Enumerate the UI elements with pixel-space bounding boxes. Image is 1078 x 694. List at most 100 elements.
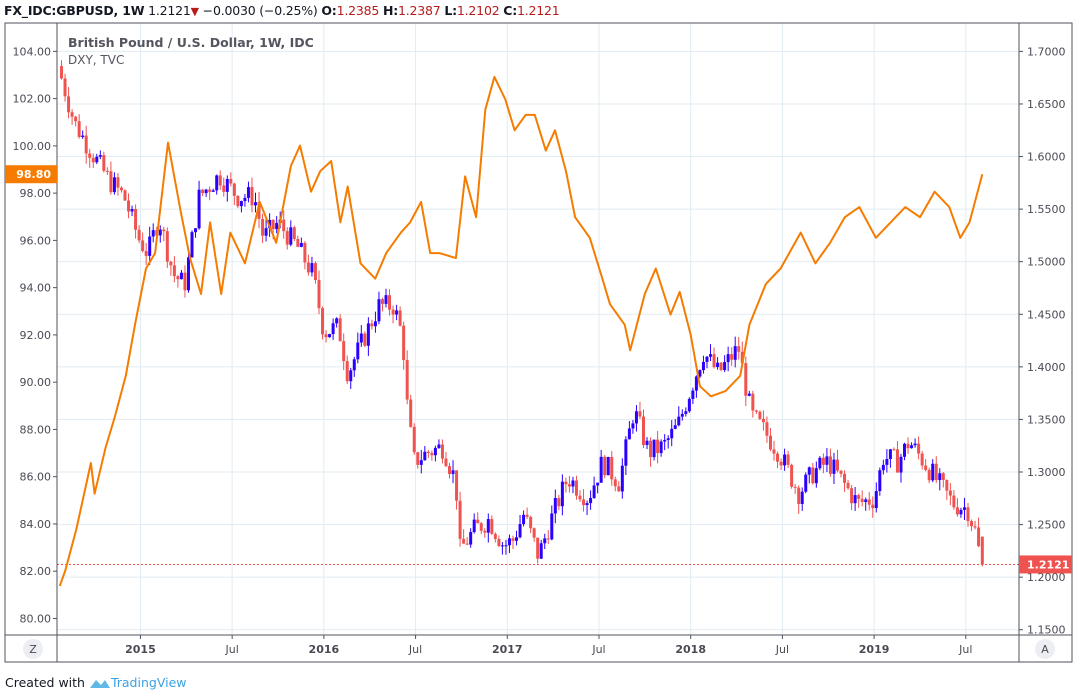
symbol-header: FX_IDC:GBPUSD, 1W 1.2121▼ −0.0030 (−0.25… [4,3,560,18]
candle-up [663,440,667,442]
left-tick-label: 92.00 [20,329,52,342]
candle-up [553,497,557,514]
auto-scale-button-label[interactable]: A [1041,643,1049,656]
candle-down [574,480,578,496]
candle-down [440,444,444,459]
candle-down [790,464,794,487]
candle-down [525,514,529,517]
candle-up [624,439,628,466]
tradingview-link[interactable]: TradingView [110,675,187,690]
candle-up [723,362,727,371]
left-scale-button[interactable] [23,639,43,659]
candle-up [627,428,631,440]
candle-down [483,530,487,533]
candle-up [215,175,219,191]
candle-down [105,170,109,172]
tradingview-logo-icon [89,680,110,688]
dxy-last-badge [5,165,57,184]
left-tick-label: 104.00 [13,45,52,58]
candle-up [356,342,360,360]
candle-down [980,536,984,565]
candle-down [296,238,300,247]
candle-down [835,459,839,471]
candle-down [529,516,533,529]
candle-down [261,218,265,236]
candle-up [691,390,695,399]
right-tick-label: 1.3000 [1027,466,1066,479]
candle-up [684,411,688,414]
candle-up [903,443,907,457]
candle-up [881,464,885,471]
candle-down [134,209,138,230]
candle-down [479,523,483,531]
candle-down [109,171,113,193]
candle-up [331,323,335,335]
left-tick-label: 98.00 [20,187,52,200]
open-label: O: [321,3,337,18]
legend-overlay-series: DXY, TVC [68,53,124,67]
candle-down [567,484,571,487]
candle-up [733,346,737,360]
candle-down [649,440,653,458]
candle-down [405,360,409,400]
candle-down [712,354,716,368]
candle-down [610,456,614,480]
candle-down [380,299,384,304]
candle-down [761,418,765,423]
candle-down [846,482,850,489]
candle-down [123,190,127,201]
candle-up [423,451,427,461]
right-tick-label: 1.2500 [1027,519,1066,532]
candle-up [783,454,787,466]
candle-down [144,250,148,256]
candle-up [825,456,829,465]
candle-up [694,376,698,391]
candle-down [490,519,494,534]
dxy-last-badge-label: 98.80 [16,168,51,181]
candle-down [948,490,952,496]
left-tick-label: 84.00 [20,518,52,531]
left-tick-label: 90.00 [20,376,52,389]
candle-down [412,426,416,453]
candle-down [768,435,772,450]
time-tick-label: 2016 [309,643,340,656]
candle-down [313,263,317,281]
candle-down [839,470,843,474]
candle-up [913,443,917,446]
candle-down [758,411,762,419]
candle-down [476,519,480,524]
candle-down [765,422,769,436]
time-tick-label: Jul [958,643,972,656]
left-scale-button-label[interactable]: Z [29,643,37,656]
candle-up [910,445,914,449]
low-value: 1.2102 [456,3,500,18]
candle-down [797,487,801,504]
candle-up [631,423,635,429]
dxy-line [58,75,984,587]
left-tick-label: 88.00 [20,423,52,436]
candle-up [885,458,889,465]
left-tick-label: 82.00 [20,565,52,578]
candle-up [807,467,811,475]
auto-scale-button[interactable] [1035,639,1055,659]
candle-up [211,190,215,192]
candle-down [342,341,346,362]
candle-down [77,121,81,138]
candle-up [239,201,243,207]
candle-up [366,323,370,346]
candle-down [546,538,550,540]
candle-down [970,521,974,527]
candle-down [303,242,307,263]
left-tick-label: 100.00 [13,140,52,153]
candle-down [895,449,899,473]
right-tick-label: 1.7000 [1027,45,1066,58]
candle-down [321,308,325,335]
candle-down [257,202,261,219]
candle-down [927,469,931,481]
candle-down [324,334,328,338]
right-tick-label: 1.6000 [1027,151,1066,164]
candle-down [973,526,977,528]
candle-up [962,507,966,510]
candle-down [934,463,938,481]
